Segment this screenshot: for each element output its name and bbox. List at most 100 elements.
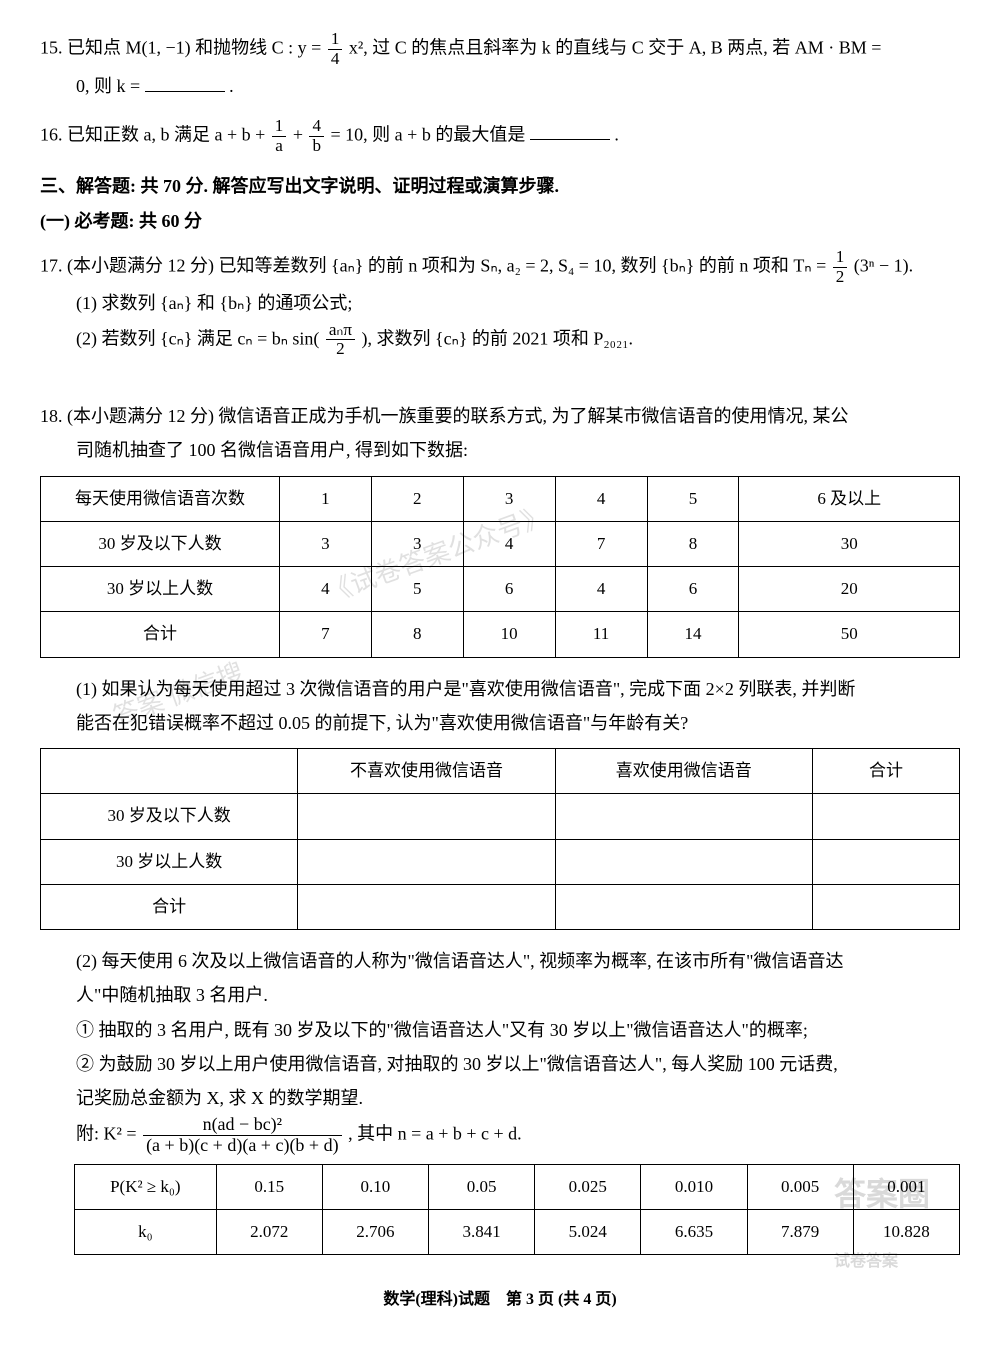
answer-blank[interactable] [530, 121, 610, 140]
table-cell: 8 [371, 612, 463, 657]
q17-p2-frac: aₙπ 2 [326, 321, 355, 360]
table-cell: 2.706 [322, 1210, 428, 1255]
q18-num: 18. [40, 406, 63, 426]
q15-frac: 1 4 [328, 30, 343, 69]
q18-table3: P(K² ≥ k₀)0.150.100.050.0250.0100.0050.0… [74, 1164, 960, 1256]
table-header-cell [41, 749, 298, 794]
table-row: 30 岁及以下人数3347830 [41, 521, 960, 566]
table-header-cell: 不喜欢使用微信语音 [298, 749, 555, 794]
table-cell: 0.005 [747, 1164, 853, 1209]
table-row: 30 岁及以下人数 [41, 794, 960, 839]
table-cell: 7 [555, 521, 647, 566]
q16-num: 16. [40, 124, 63, 144]
table-cell [812, 839, 959, 884]
table-cell: 11 [555, 612, 647, 657]
question-17: 17. (本小题满分 12 分) 已知等差数列 {aₙ} 的前 n 项和为 Sₙ… [40, 248, 960, 359]
table-cell: 0.001 [853, 1164, 959, 1209]
table-cell: 4 [555, 567, 647, 612]
q18-p2-1: ① 抽取的 3 名用户, 既有 30 岁及以下的"微信语音达人"又有 30 岁以… [40, 1013, 960, 1047]
q18-formula: 附: K² = n(ad − bc)² (a + b)(c + d)(a + c… [40, 1115, 960, 1156]
table-cell: 合计 [41, 612, 280, 657]
table-cell: 合计 [41, 884, 298, 929]
table-cell [812, 794, 959, 839]
table-cell: 3 [279, 521, 371, 566]
question-16: 16. 已知正数 a, b 满足 a + b + 1 a + 4 b = 10,… [40, 117, 960, 156]
table-cell [555, 839, 812, 884]
table-cell: 6 [647, 567, 739, 612]
table-cell [298, 839, 555, 884]
table-cell: 2.072 [216, 1210, 322, 1255]
table-cell: 8 [647, 521, 739, 566]
question-18: 18. (本小题满分 12 分) 微信语音正成为手机一族重要的联系方式, 为了解… [40, 399, 960, 1255]
table-cell: 10.828 [853, 1210, 959, 1255]
q16-frac2: 4 b [309, 117, 324, 156]
table-row: 30 岁以上人数4564620 [41, 567, 960, 612]
q15-text-b: x², 过 C 的焦点且斜率为 k 的直线与 C 交于 A, B 两点, 若 A… [349, 37, 882, 57]
q17-part1: (1) 求数列 {aₙ} 和 {bₙ} 的通项公式; [40, 286, 960, 320]
table-header-cell: 喜欢使用微信语音 [555, 749, 812, 794]
table-cell [555, 794, 812, 839]
table-cell: 5.024 [535, 1210, 641, 1255]
table-cell: 0.010 [641, 1164, 747, 1209]
table-row: k₀2.0722.7063.8415.0246.6357.87910.828 [75, 1210, 960, 1255]
table-cell: 4 [463, 521, 555, 566]
table-cell: 30 岁以上人数 [41, 839, 298, 884]
table-header-cell: 6 及以上 [739, 476, 960, 521]
table-cell: 0.05 [428, 1164, 534, 1209]
page-footer: 数学(理科)试题 第 3 页 (共 4 页) [40, 1285, 960, 1315]
table-cell: 14 [647, 612, 739, 657]
q18-p2: (2) 每天使用 6 次及以上微信语音的人称为"微信语音达人", 视频率为概率,… [40, 944, 960, 1012]
q16-frac1: 1 a [272, 117, 287, 156]
table-cell [812, 884, 959, 929]
table-header-cell: 每天使用微信语音次数 [41, 476, 280, 521]
table-cell [298, 794, 555, 839]
table-cell: 0.025 [535, 1164, 641, 1209]
section-3a-title: (一) 必考题: 共 60 分 [40, 204, 960, 238]
table-row: 合计7810111450 [41, 612, 960, 657]
table-cell: P(K² ≥ k₀) [75, 1164, 217, 1209]
table-row: P(K² ≥ k₀)0.150.100.050.0250.0100.0050.0… [75, 1164, 960, 1209]
q18-p1: (1) 如果认为每天使用超过 3 次微信语音的用户是"喜欢使用微信语音", 完成… [40, 672, 960, 740]
table-header-cell: 1 [279, 476, 371, 521]
table-cell: 3.841 [428, 1210, 534, 1255]
table-cell: 30 岁以上人数 [41, 567, 280, 612]
q18-p2-2: ② 为鼓励 30 岁以上用户使用微信语音, 对抽取的 30 岁以上"微信语音达人… [40, 1047, 960, 1115]
table-cell: 3 [371, 521, 463, 566]
q18-table1: 每天使用微信语音次数123456 及以上30 岁及以下人数334783030 岁… [40, 476, 960, 658]
table-cell: 30 岁及以下人数 [41, 521, 280, 566]
k2-fraction: n(ad − bc)² (a + b)(c + d)(a + c)(b + d) [143, 1115, 342, 1156]
answer-blank[interactable] [145, 73, 225, 92]
q18-lead: 18. (本小题满分 12 分) 微信语音正成为手机一族重要的联系方式, 为了解… [40, 399, 960, 433]
q15-num: 15. [40, 37, 63, 57]
table-cell [298, 884, 555, 929]
table-header-cell: 2 [371, 476, 463, 521]
q18-table2: 不喜欢使用微信语音喜欢使用微信语音合计30 岁及以下人数30 岁以上人数合计 [40, 748, 960, 930]
table-cell: 30 岁及以下人数 [41, 794, 298, 839]
table-cell: 7.879 [747, 1210, 853, 1255]
table-row: 30 岁以上人数 [41, 839, 960, 884]
table-header-cell: 合计 [812, 749, 959, 794]
table-cell: 10 [463, 612, 555, 657]
question-15: 15. 已知点 M(1, −1) 和抛物线 C : y = 1 4 x², 过 … [40, 30, 960, 103]
table-header-cell: 3 [463, 476, 555, 521]
table-cell: 30 [739, 521, 960, 566]
table-cell: 6.635 [641, 1210, 747, 1255]
table-cell: 0.15 [216, 1164, 322, 1209]
section-3-title: 三、解答题: 共 70 分. 解答应写出文字说明、证明过程或演算步骤. [40, 169, 960, 203]
q17-part2: (2) 若数列 {cₙ} 满足 cₙ = bₙ sin( aₙπ 2 ), 求数… [40, 321, 960, 360]
table-header-cell: 4 [555, 476, 647, 521]
table-cell: 50 [739, 612, 960, 657]
table-cell: 5 [371, 567, 463, 612]
table-header-cell: 5 [647, 476, 739, 521]
table-row: 合计 [41, 884, 960, 929]
table-cell: 6 [463, 567, 555, 612]
q15-text-a: 已知点 M(1, −1) 和抛物线 C : y = [67, 37, 326, 57]
q17-num: 17. [40, 255, 63, 275]
table-cell [555, 884, 812, 929]
table-cell: 7 [279, 612, 371, 657]
q17-frac: 1 2 [833, 248, 848, 287]
table-cell: 4 [279, 567, 371, 612]
table-cell: 20 [739, 567, 960, 612]
table-cell: k₀ [75, 1210, 217, 1255]
table-cell: 0.10 [322, 1164, 428, 1209]
